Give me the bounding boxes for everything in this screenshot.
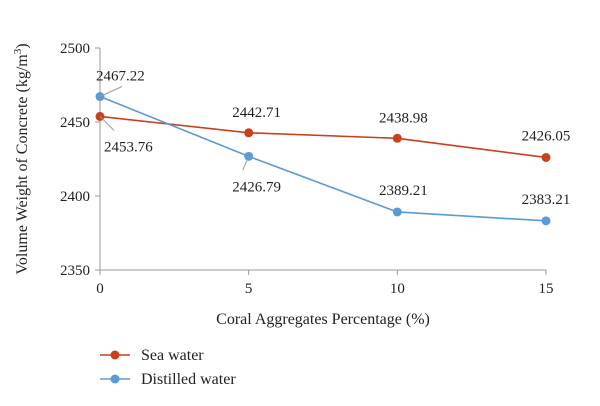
label-leader xyxy=(99,116,115,131)
data-labels: 2453.76 2442.71 2438.98 2426.05 2467.22 2426.… xyxy=(96,69,570,208)
label-leader xyxy=(242,156,250,171)
x-tick-label: 15 xyxy=(539,281,554,297)
data-label: 2426.79 xyxy=(232,179,281,195)
legend-marker xyxy=(110,350,120,360)
y-tick-label: 2350 xyxy=(60,263,90,279)
y-axis-title-main: Volume Weight of Concrete (kg/m xyxy=(14,54,31,275)
series-layer xyxy=(95,92,551,226)
y-tick-label: 2400 xyxy=(60,189,90,205)
data-label: 2426.05 xyxy=(522,128,571,144)
legend-marker xyxy=(110,374,120,384)
y-ticks: 2350 2400 2450 2500 xyxy=(60,41,100,279)
legend-label: Distilled water xyxy=(141,371,236,388)
label-leader xyxy=(99,86,123,97)
data-point xyxy=(392,207,402,217)
legend-label: Sea water xyxy=(141,347,204,364)
x-ticks: 0 5 10 15 xyxy=(96,270,554,297)
data-label: 2453.76 xyxy=(104,139,153,155)
series-line-1 xyxy=(99,95,547,222)
legend: Sea water Distilled water xyxy=(100,347,236,388)
data-point xyxy=(541,216,551,226)
y-axis-title-superscript: 3 xyxy=(12,48,24,54)
data-point xyxy=(244,128,254,138)
data-label: 2383.21 xyxy=(522,192,571,208)
x-tick-label: 5 xyxy=(245,281,253,297)
x-tick-label: 10 xyxy=(390,281,405,297)
data-label: 2438.98 xyxy=(379,110,428,126)
series-line-0 xyxy=(99,115,547,159)
y-axis-title: Volume Weight of Concrete (kg/m3) xyxy=(12,43,31,274)
y-axis-title-suffix: ) xyxy=(14,43,31,48)
data-label: 2389.21 xyxy=(379,183,428,199)
data-point xyxy=(392,133,402,143)
data-point xyxy=(541,152,551,162)
data-label: 2442.71 xyxy=(232,105,281,121)
y-tick-label: 2500 xyxy=(60,41,90,57)
data-label: 2467.22 xyxy=(96,69,145,85)
y-tick-label: 2450 xyxy=(60,115,90,131)
x-tick-label: 0 xyxy=(96,281,104,297)
x-axis-title: Coral Aggregates Percentage (%) xyxy=(216,311,430,328)
